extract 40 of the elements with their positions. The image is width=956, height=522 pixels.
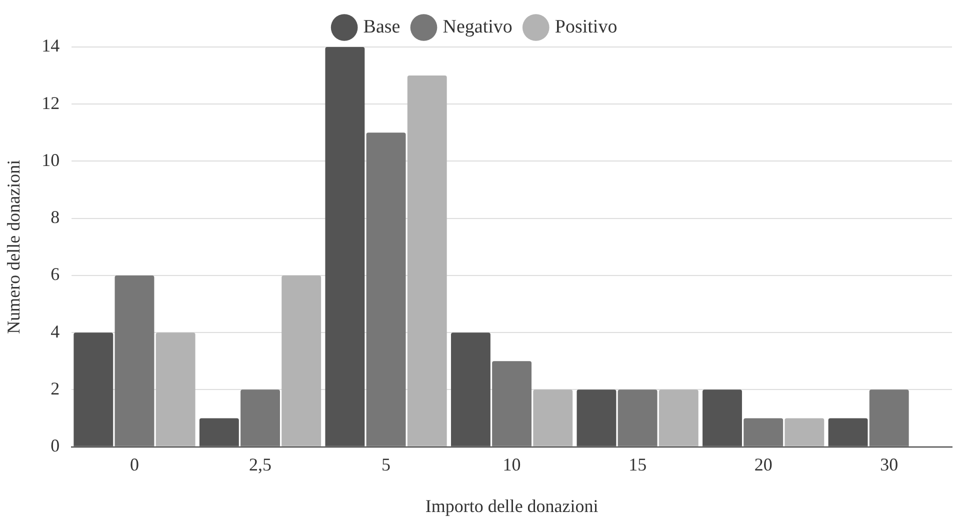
x-tick-label: 0 [130, 454, 139, 474]
bar [282, 275, 322, 446]
x-tick-label: 20 [754, 454, 772, 474]
y-tick-label: 6 [50, 264, 60, 284]
bar [533, 390, 573, 446]
bar [744, 418, 784, 446]
bar [492, 361, 532, 446]
y-tick-label: 8 [50, 207, 60, 228]
x-tick-label: 10 [502, 454, 521, 474]
bar [869, 390, 909, 446]
bar [828, 418, 868, 446]
bar [784, 418, 824, 446]
bar [74, 332, 114, 446]
x-tick-label: 5 [382, 454, 391, 474]
legend-label: Negativo [442, 16, 512, 38]
bar [156, 332, 196, 446]
bar [199, 418, 239, 446]
bar [658, 390, 698, 446]
bar [407, 76, 447, 446]
x-axis-title: Importo delle donazioni [425, 496, 598, 516]
x-tick-label: 2,5 [249, 454, 272, 474]
x-tick-label: 30 [880, 454, 898, 474]
bar [366, 132, 406, 446]
bar [450, 332, 490, 446]
y-tick-label: 0 [50, 436, 60, 456]
bar [702, 390, 742, 446]
bar [618, 390, 658, 446]
y-tick-label: 10 [42, 150, 60, 170]
legend-label: Positivo [554, 16, 618, 38]
y-axis-title: Numero delle donazioni [4, 160, 24, 334]
y-tick-label: 4 [50, 321, 60, 342]
bar [576, 390, 616, 446]
bar [240, 390, 280, 446]
y-tick-label: 14 [42, 36, 60, 56]
y-tick-label: 2 [50, 378, 60, 398]
x-tick-label: 15 [628, 454, 647, 474]
legend-label: Base [363, 16, 400, 38]
y-tick-label: 12 [42, 92, 60, 113]
bar [114, 275, 154, 446]
bar [325, 47, 365, 446]
